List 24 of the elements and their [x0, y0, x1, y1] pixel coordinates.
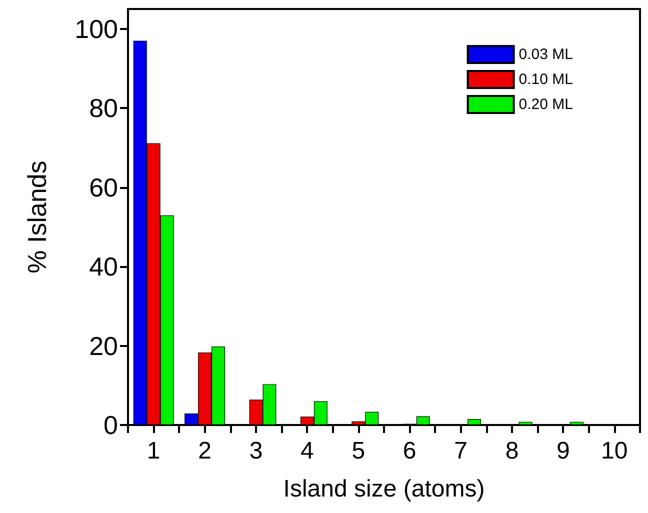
y-tick-label: 100 [74, 14, 118, 44]
x-tick-label: 4 [300, 438, 314, 464]
legend-label: 0.10 ML [518, 71, 574, 88]
y-axis-title: % Islands [22, 160, 52, 274]
y-tick-label: 40 [89, 252, 118, 282]
x-tick-label: 9 [556, 438, 570, 464]
bar [518, 422, 532, 425]
x-tick-label: 5 [352, 438, 366, 464]
legend-label: 0.20 ML [518, 96, 574, 113]
y-tick-label: 20 [89, 330, 118, 361]
x-tick-label: 2 [198, 438, 212, 464]
y-tick-label: 60 [89, 172, 118, 202]
bar [570, 422, 584, 425]
y-tick-label: 80 [89, 93, 118, 124]
x-tick-label: 10 [601, 438, 628, 464]
bar [468, 419, 482, 425]
x-tick-label: 7 [454, 438, 468, 464]
x-tick-label: 6 [402, 438, 416, 464]
x-tick-label: 1 [146, 438, 160, 464]
y-tick-label: 0 [104, 410, 118, 440]
x-tick-label: 8 [505, 438, 519, 464]
x-tick-label: 3 [249, 438, 263, 464]
legend-label: 0.03 ML [518, 46, 574, 63]
x-axis-title: Island size (atoms) [283, 476, 485, 502]
